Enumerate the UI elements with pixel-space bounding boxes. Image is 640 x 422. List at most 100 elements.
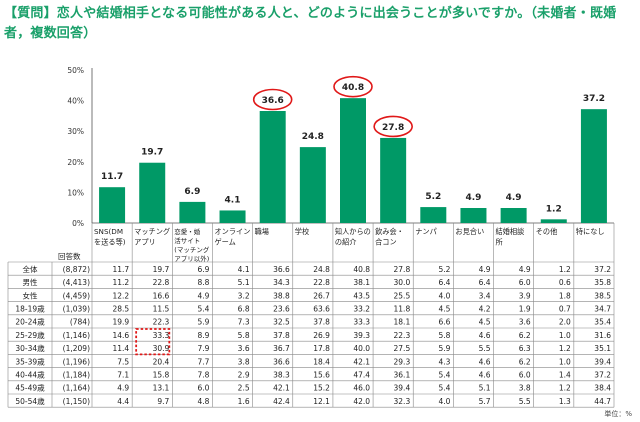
table-cell: 22.3 bbox=[394, 331, 411, 340]
y-tick-label: 30% bbox=[67, 127, 84, 136]
table-cell: 1.4 bbox=[559, 371, 571, 380]
bar bbox=[500, 208, 527, 223]
bar-value-label: 19.7 bbox=[141, 148, 163, 158]
table-cell: 0.7 bbox=[559, 305, 571, 314]
table-cell: 4.5 bbox=[438, 305, 450, 314]
table-cell: 7.7 bbox=[198, 357, 210, 366]
row-count: (1,150) bbox=[63, 397, 90, 406]
table-cell: 32.3 bbox=[394, 397, 411, 406]
table-cell: 46.0 bbox=[353, 384, 370, 393]
bar-value-label: 1.2 bbox=[546, 204, 562, 214]
bar-value-label: 11.7 bbox=[101, 172, 123, 182]
row-label: 女性 bbox=[23, 290, 38, 300]
table-cell: 39.4 bbox=[394, 384, 411, 393]
row-label: 45-49歳 bbox=[15, 383, 45, 393]
row-label: 25-29歳 bbox=[15, 330, 45, 340]
table-cell: 1.2 bbox=[559, 384, 571, 393]
table-cell: 4.2 bbox=[479, 305, 491, 314]
highlight-box bbox=[135, 328, 171, 356]
table-cell: 5.9 bbox=[198, 318, 210, 327]
category-label: マッチング bbox=[134, 227, 170, 236]
table-cell: 3.8 bbox=[519, 384, 531, 393]
category-label: アプリ bbox=[134, 238, 156, 247]
bar bbox=[340, 98, 366, 223]
table-cell: 38.1 bbox=[353, 278, 370, 287]
table-cell: 6.0 bbox=[519, 278, 531, 287]
bar bbox=[219, 210, 246, 223]
table-cell: 11.5 bbox=[153, 305, 170, 314]
table-cell: 2.0 bbox=[559, 318, 571, 327]
table-cell: 38.8 bbox=[273, 291, 290, 300]
table-cell: 5.1 bbox=[238, 278, 250, 287]
table-cell: 6.3 bbox=[519, 344, 531, 353]
table-cell: 11.4 bbox=[112, 344, 129, 353]
table-cell: 3.4 bbox=[479, 291, 491, 300]
table-cell: 19.9 bbox=[112, 318, 129, 327]
row-label: 20-24歳 bbox=[15, 317, 45, 327]
table-cell: 9.7 bbox=[157, 397, 169, 406]
row-label: 男性 bbox=[23, 277, 38, 287]
table-cell: 22.8 bbox=[153, 278, 170, 287]
row-label: 40-44歳 bbox=[15, 370, 45, 380]
table-cell: 30.9 bbox=[153, 344, 170, 353]
table-cell: 4.1 bbox=[238, 265, 250, 274]
category-label: お見合い bbox=[455, 227, 484, 236]
bar-value-label: 4.9 bbox=[506, 193, 522, 203]
table-cell: 6.6 bbox=[438, 318, 450, 327]
table-cell: 33.3 bbox=[353, 318, 370, 327]
bar-value-label: 40.8 bbox=[342, 83, 364, 93]
table-cell: 20.4 bbox=[153, 357, 170, 366]
table-cell: 12.2 bbox=[112, 291, 129, 300]
category-label: ナンパ bbox=[415, 227, 437, 236]
table-cell: 30.0 bbox=[394, 278, 411, 287]
table-cell: 6.2 bbox=[519, 331, 531, 340]
table-cell: 3.2 bbox=[238, 291, 250, 300]
bar-value-label: 37.2 bbox=[583, 94, 605, 104]
bar-value-label: 6.9 bbox=[184, 187, 200, 197]
table-cell: 1.0 bbox=[559, 357, 571, 366]
table-cell: 4.3 bbox=[438, 357, 450, 366]
bar bbox=[580, 109, 607, 223]
table-cell: 13.1 bbox=[153, 384, 170, 393]
table-cell: 6.2 bbox=[519, 357, 531, 366]
table-cell: 27.8 bbox=[394, 265, 411, 274]
category-label: 学校 bbox=[295, 227, 309, 236]
table-cell: 38.5 bbox=[594, 291, 611, 300]
table-cell: 12.1 bbox=[313, 397, 330, 406]
category-label: オンライン bbox=[214, 227, 250, 236]
table-cell: 7.5 bbox=[117, 357, 129, 366]
category-label: 特になし bbox=[576, 227, 605, 236]
table-cell: 26.9 bbox=[313, 331, 330, 340]
table-cell: 7.1 bbox=[117, 371, 129, 380]
row-count: (1,196) bbox=[63, 357, 90, 366]
table-cell: 5.9 bbox=[438, 344, 450, 353]
y-tick-label: 50% bbox=[67, 66, 84, 75]
category-label: 職場 bbox=[255, 227, 269, 236]
table-cell: 7.3 bbox=[238, 318, 250, 327]
row-count: (1,184) bbox=[63, 371, 90, 380]
table-cell: 7.9 bbox=[198, 344, 210, 353]
table-cell: 14.6 bbox=[112, 331, 129, 340]
bar bbox=[420, 207, 447, 223]
table-cell: 39.4 bbox=[594, 357, 611, 366]
table-cell: 33.3 bbox=[153, 331, 170, 340]
table-cell: 42.1 bbox=[273, 384, 290, 393]
table-cell: 5.4 bbox=[198, 305, 210, 314]
highlight-circle bbox=[252, 88, 293, 111]
unit-label: 単位：% bbox=[604, 410, 632, 418]
table-cell: 31.6 bbox=[594, 331, 611, 340]
table-cell: 4.6 bbox=[479, 331, 491, 340]
table-cell: 36.1 bbox=[394, 371, 411, 380]
table-cell: 33.2 bbox=[353, 305, 370, 314]
row-count: (1,039) bbox=[63, 305, 90, 314]
table-cell: 5.4 bbox=[438, 371, 450, 380]
table-cell: 4.4 bbox=[117, 397, 129, 406]
table-cell: 5.8 bbox=[238, 331, 250, 340]
row-count: (4,413) bbox=[63, 278, 90, 287]
table-cell: 42.4 bbox=[273, 397, 290, 406]
table-cell: 37.8 bbox=[313, 318, 330, 327]
table-cell: 28.5 bbox=[112, 305, 129, 314]
table-cell: 4.6 bbox=[479, 371, 491, 380]
category-label: を送る等) bbox=[94, 238, 126, 247]
bar bbox=[179, 201, 206, 223]
